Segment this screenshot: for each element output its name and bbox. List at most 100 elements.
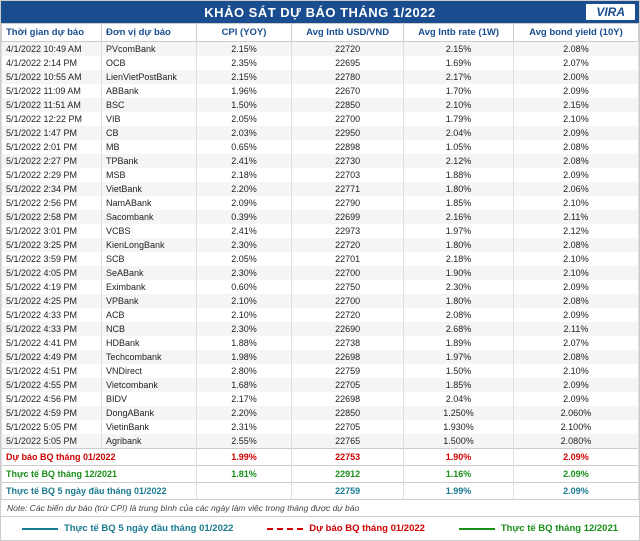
table-cell: LienVietPostBank <box>102 70 197 84</box>
summary-label: Thực tế BQ 5 ngày đầu tháng 01/2022 <box>2 483 197 500</box>
summary-value: 22759 <box>292 483 404 500</box>
legend-item: Thực tế BQ 5 ngày đầu tháng 01/2022 <box>22 523 233 534</box>
table-row: 5/1/2022 5:05 PMAgribank2.55%227651.500%… <box>2 434 639 449</box>
table-cell: 22790 <box>292 196 404 210</box>
table-cell: 2.12% <box>404 154 514 168</box>
table-cell: Techcombank <box>102 350 197 364</box>
table-cell: 1.50% <box>404 364 514 378</box>
table-cell: 22701 <box>292 252 404 266</box>
table-cell: 1.85% <box>404 378 514 392</box>
table-cell: CB <box>102 126 197 140</box>
table-cell: 1.90% <box>404 266 514 280</box>
summary-value: 2.09% <box>513 483 638 500</box>
column-header: CPI (YOY) <box>197 24 292 42</box>
table-cell: 2.08% <box>404 308 514 322</box>
summary-value <box>197 483 292 500</box>
table-cell: VCBS <box>102 224 197 238</box>
table-cell: 22670 <box>292 84 404 98</box>
summary-value: 22753 <box>292 449 404 466</box>
table-cell: 22695 <box>292 56 404 70</box>
table-cell: 22898 <box>292 140 404 154</box>
table-row: 5/1/2022 10:55 AMLienVietPostBank2.15%22… <box>2 70 639 84</box>
table-cell: 22690 <box>292 322 404 336</box>
table-cell: 2.05% <box>197 112 292 126</box>
table-cell: 2.11% <box>513 210 638 224</box>
summary-value: 1.90% <box>404 449 514 466</box>
table-cell: OCB <box>102 56 197 70</box>
table-cell: MSB <box>102 168 197 182</box>
table-cell: 5/1/2022 2:56 PM <box>2 196 102 210</box>
table-row: 5/1/2022 4:19 PMEximbank0.60%227502.30%2… <box>2 280 639 294</box>
summary-value: 22912 <box>292 466 404 483</box>
table-cell: 2.18% <box>197 168 292 182</box>
table-cell: 2.00% <box>513 70 638 84</box>
table-cell: 2.15% <box>197 70 292 84</box>
table-cell: 1.79% <box>404 112 514 126</box>
table-cell: 2.11% <box>513 322 638 336</box>
table-cell: 2.15% <box>404 42 514 57</box>
summary-row: Thực tế BQ 5 ngày đầu tháng 01/2022 22759… <box>2 483 639 500</box>
table-cell: 2.10% <box>197 308 292 322</box>
table-cell: 1.80% <box>404 182 514 196</box>
legend-text: Thực tế BQ 5 ngày đầu tháng 01/2022 <box>64 523 233 534</box>
summary-label: Thực tế BQ tháng 12/2021 <box>2 466 197 483</box>
table-cell: 5/1/2022 3:25 PM <box>2 238 102 252</box>
table-cell: 1.69% <box>404 56 514 70</box>
table-row: 5/1/2022 3:59 PMSCB2.05%227012.18%2.10% <box>2 252 639 266</box>
table-cell: 22950 <box>292 126 404 140</box>
table-cell: 2.12% <box>513 224 638 238</box>
table-cell: 1.97% <box>404 224 514 238</box>
table-cell: 5/1/2022 5:05 PM <box>2 420 102 434</box>
table-cell: 2.09% <box>513 84 638 98</box>
table-cell: 2.30% <box>197 266 292 280</box>
table-cell: 5/1/2022 4:41 PM <box>2 336 102 350</box>
table-cell: 5/1/2022 10:55 AM <box>2 70 102 84</box>
table-row: 5/1/2022 2:34 PMVietBank2.20%227711.80%2… <box>2 182 639 196</box>
table-row: 5/1/2022 4:41 PMHDBank1.88%227381.89%2.0… <box>2 336 639 350</box>
table-row: 5/1/2022 3:25 PMKienLongBank2.30%227201.… <box>2 238 639 252</box>
table-cell: 2.17% <box>197 392 292 406</box>
table-cell: 2.10% <box>513 266 638 280</box>
table-cell: 22850 <box>292 406 404 420</box>
table-cell: 22720 <box>292 42 404 57</box>
table-cell: 2.18% <box>404 252 514 266</box>
table-cell: 1.70% <box>404 84 514 98</box>
table-cell: 2.15% <box>197 42 292 57</box>
footnote: Note: Các biến dự báo (trừ CPI) là trung… <box>1 499 639 517</box>
table-cell: 2.30% <box>197 238 292 252</box>
table-row: 5/1/2022 2:58 PMSacombank0.39%226992.16%… <box>2 210 639 224</box>
table-cell: 1.250% <box>404 406 514 420</box>
table-cell: 2.08% <box>513 238 638 252</box>
table-cell: MB <box>102 140 197 154</box>
report-container: KHẢO SÁT DỰ BÁO THÁNG 1/2022 VIRA Thời g… <box>0 0 640 541</box>
table-body: 4/1/2022 10:49 AMPVcomBank2.15%227202.15… <box>2 42 639 500</box>
table-cell: ABBank <box>102 84 197 98</box>
table-row: 5/1/2022 4:56 PMBIDV2.17%226982.04%2.09% <box>2 392 639 406</box>
table-cell: Vietcombank <box>102 378 197 392</box>
table-cell: 5/1/2022 4:33 PM <box>2 308 102 322</box>
table-cell: VNDirect <box>102 364 197 378</box>
legend-line-icon <box>267 528 303 530</box>
table-cell: 22705 <box>292 420 404 434</box>
table-cell: 5/1/2022 4:59 PM <box>2 406 102 420</box>
table-cell: 5/1/2022 2:27 PM <box>2 154 102 168</box>
table-cell: 5/1/2022 12:22 PM <box>2 112 102 126</box>
summary-value: 2.09% <box>513 449 638 466</box>
table-cell: 2.09% <box>513 378 638 392</box>
table-cell: 2.41% <box>197 224 292 238</box>
legend-text: Thực tế BQ tháng 12/2021 <box>501 523 618 534</box>
table-cell: 5/1/2022 5:05 PM <box>2 434 102 449</box>
table-cell: 2.20% <box>197 406 292 420</box>
table-row: 4/1/2022 10:49 AMPVcomBank2.15%227202.15… <box>2 42 639 57</box>
table-cell: 5/1/2022 4:25 PM <box>2 294 102 308</box>
table-cell: 2.04% <box>404 392 514 406</box>
table-cell: 2.20% <box>197 182 292 196</box>
table-row: 5/1/2022 2:29 PMMSB2.18%227031.88%2.09% <box>2 168 639 182</box>
table-cell: ACB <box>102 308 197 322</box>
column-header: Avg Intb rate (1W) <box>404 24 514 42</box>
table-row: 5/1/2022 11:51 AMBSC1.50%228502.10%2.15% <box>2 98 639 112</box>
table-row: 5/1/2022 4:05 PMSeABank2.30%227001.90%2.… <box>2 266 639 280</box>
table-cell: 22730 <box>292 154 404 168</box>
table-row: 5/1/2022 4:55 PMVietcombank1.68%227051.8… <box>2 378 639 392</box>
legend-item: Thực tế BQ tháng 12/2021 <box>459 523 618 534</box>
